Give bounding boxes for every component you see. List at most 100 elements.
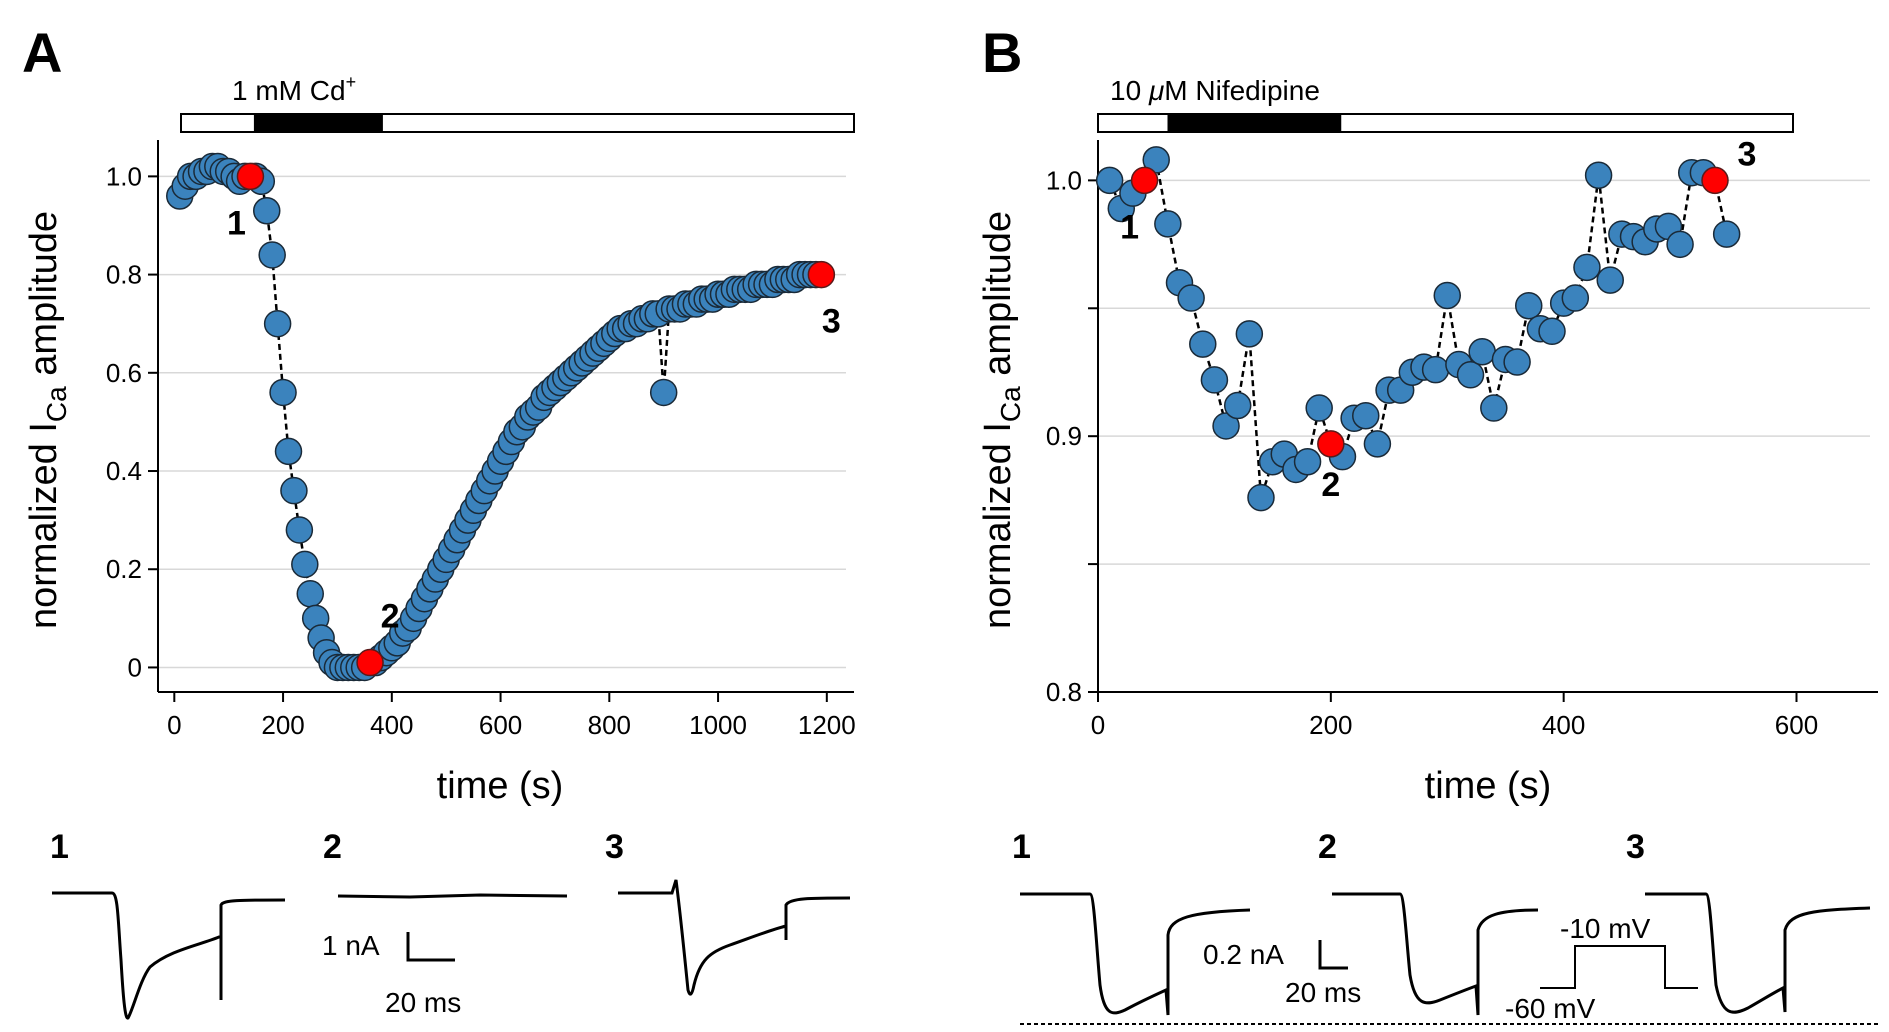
data-point-b [1596, 266, 1624, 294]
data-point-b [1666, 230, 1694, 259]
drug-bar-a-fill [253, 114, 383, 132]
series-line-b [1108, 156, 1728, 498]
data-point-b [1584, 161, 1613, 190]
drug-bar-b-label: 10 μM Nifedipine [1110, 75, 1320, 106]
y-axis-label-b-sub: Ca [995, 386, 1026, 422]
protocol-high-label: -10 mV [1560, 913, 1651, 944]
y-tick-label-a-5: 1.0 [106, 161, 142, 191]
data-point-b [1200, 366, 1229, 394]
protocol-low-label: -60 mV [1505, 993, 1596, 1024]
data-point-b [1352, 401, 1380, 430]
x-tick-label-b-3: 600 [1775, 710, 1818, 740]
data-point-b [1456, 361, 1485, 389]
highlight-point-a-1 [236, 162, 265, 191]
scale-b-current: 0.2 nA [1203, 939, 1284, 970]
data-point-a [291, 550, 319, 579]
drug-bar-b-label-prefix: 10 [1110, 75, 1149, 106]
y-tick-label-a-4: 0.8 [106, 260, 142, 290]
x-tick-label-a-2: 400 [370, 710, 413, 740]
y-axis-label-a-main: normalized I [23, 422, 65, 629]
data-point-a [285, 516, 314, 544]
data-point-b [1189, 330, 1217, 358]
data-point-b [1223, 391, 1252, 420]
highlight-point-b-1 [1130, 166, 1159, 195]
x-tick-label-b-2: 400 [1542, 710, 1585, 740]
x-tick-label-b-0: 0 [1091, 710, 1105, 740]
traces-a: 1 2 3 1 nA 20 ms [50, 828, 851, 1020]
y-tick-label-b-0: 0.8 [1046, 677, 1082, 707]
highlight-label-b-3: 3 [1738, 135, 1757, 173]
scale-b-time: 20 ms [1285, 977, 1361, 1008]
y-tick-label-b-2: 0.9 [1046, 421, 1082, 451]
data-point-a [274, 437, 303, 466]
y-axis-label-b: normalized ICa amplitude [977, 211, 1026, 629]
voltage-protocol [1540, 945, 1698, 989]
data-point-a [269, 378, 297, 407]
x-tick-label-a-5: 1000 [689, 710, 747, 740]
highlight-point-b-2 [1317, 430, 1345, 458]
highlight-point-a-3 [807, 260, 836, 289]
data-point-a [296, 580, 324, 608]
drug-bar-a-label-text: 1 mM Cd [232, 75, 346, 106]
plot-a: 0 200 400 600 800 1000 1200 0 0.2 0.4 0.6 0.8 1.0 1 2 3 [106, 140, 856, 740]
data-point-b [1503, 348, 1531, 376]
data-point-b [1247, 483, 1275, 512]
drug-bar-a: 1 mM Cd+ [180, 72, 855, 133]
data-point-a [258, 241, 286, 269]
highlight-point-b-3 [1701, 166, 1729, 195]
data-point-b [1514, 291, 1543, 320]
scale-a-current: 1 nA [322, 930, 380, 961]
x-tick-label-a-4: 800 [588, 710, 631, 740]
scale-bar-b [1318, 940, 1348, 970]
y-axis-label-b-rest: amplitude [977, 211, 1019, 386]
y-axis-label-a: normalized ICa amplitude [23, 211, 72, 629]
data-point-b [1538, 317, 1566, 346]
drug-bar-b-label-mu: μ [1148, 75, 1164, 106]
drug-bar-b-fill [1167, 114, 1342, 132]
highlight-label-a-3: 3 [822, 303, 841, 341]
scale-bar-a [406, 932, 455, 962]
highlight-label-a-1: 1 [227, 204, 246, 242]
data-point-b [1142, 146, 1170, 174]
highlight-label-a-2: 2 [381, 598, 400, 636]
data-point-b [1235, 320, 1264, 348]
y-axis-label-b-main: normalized I [977, 422, 1019, 629]
data-point-b [1363, 430, 1392, 458]
panel-letter-b: B [982, 21, 1022, 84]
x-axis-label-a: time (s) [437, 765, 564, 807]
y-tick-label-b-4: 1.0 [1046, 165, 1082, 195]
data-point-a [280, 476, 308, 505]
y-tick-label-a-1: 0.2 [106, 554, 142, 584]
highlight-point-a-2 [356, 648, 384, 677]
scale-a-time: 20 ms [385, 987, 461, 1018]
trace-a3 [618, 879, 851, 996]
data-point-b [1154, 210, 1182, 238]
y-axis-label-a-sub: Ca [41, 386, 72, 422]
trace-a2-label: 2 [323, 828, 342, 866]
drug-bar-a-label-sup: + [346, 72, 357, 92]
x-tick-label-a-6: 1200 [798, 710, 856, 740]
x-tick-label-a-3: 600 [479, 710, 522, 740]
drug-bar-b-label-suffix: M Nifedipine [1164, 75, 1320, 106]
highlight-label-b-2: 2 [1321, 466, 1340, 504]
data-point-a [263, 309, 292, 338]
trace-b2-label: 2 [1318, 828, 1337, 866]
data-point-a [649, 378, 678, 407]
y-tick-label-a-2: 0.4 [106, 456, 142, 486]
y-tick-label-a-3: 0.6 [106, 358, 142, 388]
data-point-b [1712, 220, 1741, 248]
data-point-a [253, 197, 281, 225]
trace-b1-label: 1 [1012, 828, 1031, 866]
x-axis-label-b: time (s) [1425, 765, 1552, 807]
data-point-b [1305, 394, 1333, 422]
data-point-b [1573, 253, 1601, 282]
trace-a1 [52, 891, 286, 1020]
data-point-b [1561, 284, 1590, 312]
trace-a2 [337, 893, 568, 899]
trace-b3-label: 3 [1626, 828, 1645, 866]
trace-b2 [1332, 892, 1539, 1016]
series-line-a [178, 165, 822, 669]
x-tick-label-b-1: 200 [1309, 710, 1352, 740]
x-tick-label-a-0: 0 [167, 710, 181, 740]
